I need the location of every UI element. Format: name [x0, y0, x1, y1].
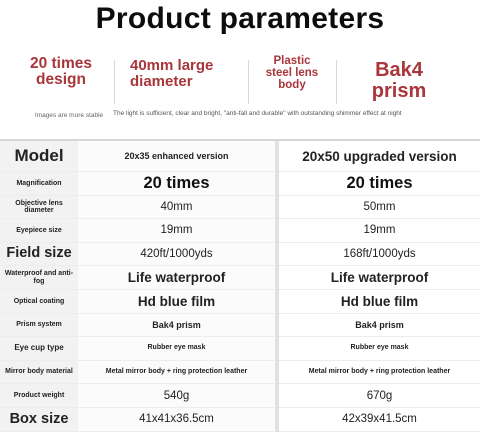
row-value-col2: 20 times [277, 171, 480, 196]
page-title: Product parameters [95, 2, 385, 35]
row-value-col2: 19mm [277, 218, 480, 243]
table-header-row: Model 20x35 enhanced version 20x50 upgra… [0, 141, 480, 172]
feature-magnification-caption: Images are more stable [34, 112, 104, 119]
row-value-col1: 19mm [78, 218, 279, 243]
header-label: Model [0, 141, 78, 172]
feature-prism: Bak4 prism [371, 59, 427, 102]
table-row: Waterproof and anti-fog Life waterproof … [0, 265, 480, 290]
row-value-col1: Rubber eye mask [78, 336, 279, 361]
table-row: Product weight 540g 670g [0, 383, 480, 408]
row-label: Product weight [0, 383, 78, 408]
feature-magnification: 20 times design [29, 55, 93, 89]
row-value-col1-text: Rubber eye mask [147, 344, 206, 352]
row-value-col2: Life waterproof [277, 265, 480, 290]
row-label: Eyepiece size [0, 218, 78, 243]
table-top-border [0, 139, 480, 142]
row-value-col2: Hd blue film [277, 289, 480, 314]
divider [248, 60, 249, 104]
row-label: Optical coating [0, 289, 78, 314]
divider [114, 60, 115, 104]
table-row: Optical coating Hd blue film Hd blue fil… [0, 289, 480, 314]
row-label: Objective lens diameter [0, 195, 78, 220]
spec-table: Model 20x35 enhanced version 20x50 upgra… [0, 141, 480, 432]
row-label: Box size [0, 407, 78, 432]
row-label: Field size [0, 242, 78, 267]
table-row: Mirror body material Metal mirror body +… [0, 360, 480, 385]
row-value-col1: 41x41x36.5cm [78, 407, 279, 432]
table-row: Eye cup type Rubber eye mask Rubber eye … [0, 336, 480, 361]
row-value-col1: 540g [78, 383, 279, 408]
row-value-col1: 420ft/1000yds [78, 242, 279, 267]
table-row: Prism system Bak4 prism Bak4 prism [0, 313, 480, 338]
row-value-col1: Life waterproof [78, 265, 279, 290]
row-value-col2: 42x39x41.5cm [277, 407, 480, 432]
row-value-col1: Metal mirror body + ring protection leat… [78, 360, 279, 385]
row-value-col2: 670g [277, 383, 480, 408]
row-value-col2: 50mm [277, 195, 480, 220]
divider [336, 60, 337, 104]
feature-strip: 20 times design 40mm large diameter Plas… [0, 52, 480, 132]
row-value-col1: Hd blue film [78, 289, 279, 314]
table-row: Magnification 20 times 20 times [0, 171, 480, 196]
row-value-col1: Bak4 prism [78, 313, 279, 338]
row-label: Eye cup type [0, 336, 78, 361]
table-row: Eyepiece size 19mm 19mm [0, 218, 480, 243]
row-label: Waterproof and anti-fog [0, 265, 78, 290]
row-value-col2: Bak4 prism [277, 313, 480, 338]
table-row: Objective lens diameter 40mm 50mm [0, 195, 480, 220]
feature-diameter-caption: The light is sufficient, clear and brigh… [113, 110, 402, 117]
row-label: Magnification [0, 171, 78, 196]
table-row: Box size 41x41x36.5cm 42x39x41.5cm [0, 407, 480, 432]
row-value-col1: 20 times [78, 171, 279, 196]
row-value-col2: Rubber eye mask [277, 336, 480, 361]
row-value-col2: Metal mirror body + ring protection leat… [277, 360, 480, 385]
row-label: Mirror body material [0, 360, 78, 385]
col1-header: 20x35 enhanced version [78, 141, 279, 172]
col2-header: 20x50 upgraded version [277, 141, 480, 172]
table-row: Field size 420ft/1000yds 168ft/1000yds [0, 242, 480, 267]
feature-diameter: 40mm large diameter [130, 57, 214, 90]
feature-body: Plastic steel lens body [265, 55, 319, 91]
row-label: Prism system [0, 313, 78, 338]
row-value-col2: 168ft/1000yds [277, 242, 480, 267]
row-value-col2-text: Rubber eye mask [350, 344, 409, 352]
row-value-col1: 40mm [78, 195, 279, 220]
